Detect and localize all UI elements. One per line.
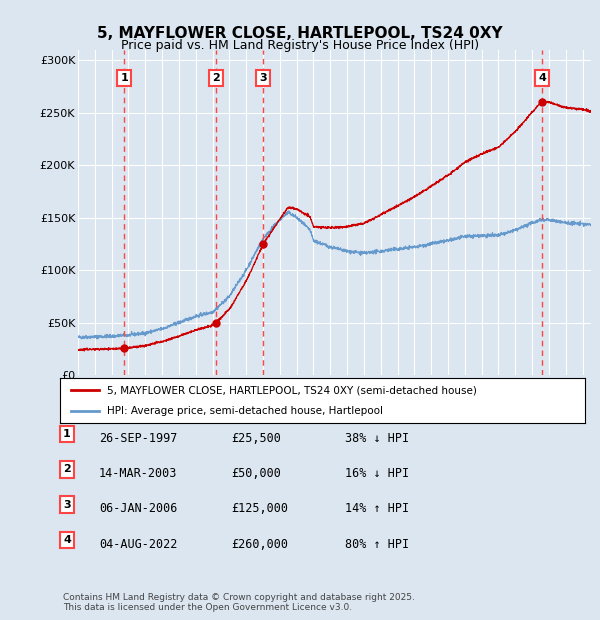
- Text: 26-SEP-1997: 26-SEP-1997: [99, 432, 178, 445]
- Text: Price paid vs. HM Land Registry's House Price Index (HPI): Price paid vs. HM Land Registry's House …: [121, 39, 479, 52]
- Text: 80% ↑ HPI: 80% ↑ HPI: [345, 538, 409, 551]
- Text: £25,500: £25,500: [231, 432, 281, 445]
- Text: 3: 3: [63, 500, 71, 510]
- Text: 1: 1: [63, 429, 71, 439]
- Text: 38% ↓ HPI: 38% ↓ HPI: [345, 432, 409, 445]
- Text: 14% ↑ HPI: 14% ↑ HPI: [345, 502, 409, 515]
- Text: £50,000: £50,000: [231, 467, 281, 480]
- Text: 06-JAN-2006: 06-JAN-2006: [99, 502, 178, 515]
- Text: 2: 2: [212, 73, 220, 83]
- Text: £260,000: £260,000: [231, 538, 288, 551]
- Text: 1: 1: [120, 73, 128, 83]
- Text: 5, MAYFLOWER CLOSE, HARTLEPOOL, TS24 0XY (semi-detached house): 5, MAYFLOWER CLOSE, HARTLEPOOL, TS24 0XY…: [107, 385, 477, 396]
- Text: 14-MAR-2003: 14-MAR-2003: [99, 467, 178, 480]
- Text: HPI: Average price, semi-detached house, Hartlepool: HPI: Average price, semi-detached house,…: [107, 405, 383, 416]
- Text: 2: 2: [63, 464, 71, 474]
- Text: 4: 4: [63, 535, 71, 545]
- Text: 5, MAYFLOWER CLOSE, HARTLEPOOL, TS24 0XY: 5, MAYFLOWER CLOSE, HARTLEPOOL, TS24 0XY: [97, 26, 503, 41]
- Text: 16% ↓ HPI: 16% ↓ HPI: [345, 467, 409, 480]
- Text: 04-AUG-2022: 04-AUG-2022: [99, 538, 178, 551]
- Text: 4: 4: [538, 73, 546, 83]
- Text: 3: 3: [260, 73, 267, 83]
- Text: £125,000: £125,000: [231, 502, 288, 515]
- Text: Contains HM Land Registry data © Crown copyright and database right 2025.
This d: Contains HM Land Registry data © Crown c…: [63, 593, 415, 612]
